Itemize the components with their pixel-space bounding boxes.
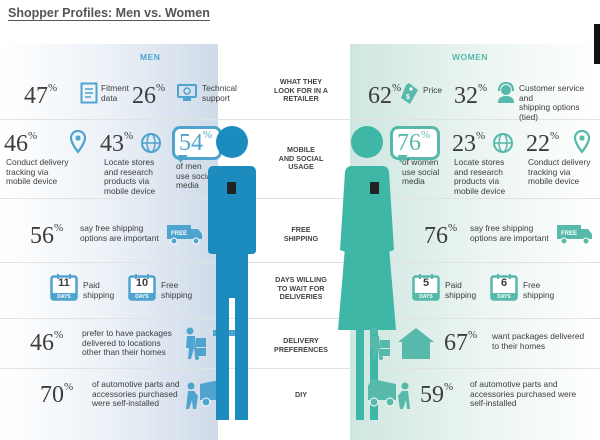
row-divider xyxy=(0,318,600,319)
computer-support-icon xyxy=(177,84,197,101)
male-figure-icon xyxy=(208,126,256,420)
men-locate-label: Locate stores and research products via … xyxy=(104,157,156,196)
men-fitment-label: Fitment data xyxy=(101,83,129,103)
men-days-free-label: Free shipping xyxy=(161,280,193,300)
men-tracking-label: Conduct delivery tracking via mobile dev… xyxy=(6,157,69,187)
row-divider xyxy=(0,368,600,369)
women-price-percent: 62% xyxy=(368,82,402,109)
men-panel-background xyxy=(0,44,218,440)
car-repair-icon xyxy=(368,379,410,409)
men-delivery-percent: 46% xyxy=(30,329,64,356)
women-social-percent: 76% xyxy=(397,129,431,156)
men-delivery-label: prefer to have packages delivered to loc… xyxy=(82,328,172,358)
calendar-days-text: DAYS xyxy=(57,294,71,300)
women-social-label: of women use social media xyxy=(402,157,440,187)
men-days-free-number: 10 xyxy=(135,277,149,289)
globe-icon xyxy=(493,133,513,153)
center-label-retailer: WHAT THEY LOOK FOR IN A RETAILER xyxy=(273,77,329,104)
center-label-delivery: DELIVERY PREFERENCES xyxy=(274,336,328,354)
calendar-icon xyxy=(490,274,518,301)
calendar-icon xyxy=(50,274,78,301)
location-pin-icon xyxy=(70,130,86,154)
women-days-free-number: 6 xyxy=(500,277,508,289)
document-icon xyxy=(80,82,98,104)
delivery-truck-icon: FREE xyxy=(557,225,592,245)
men-social-percent: 54% xyxy=(179,129,213,156)
truck-free-text: FREE xyxy=(171,231,187,237)
headset-agent-icon xyxy=(498,82,514,103)
person-with-handtruck-house-icon xyxy=(370,327,434,360)
women-tracking-percent: 22% xyxy=(526,130,560,157)
calendar-days-text: DAYS xyxy=(419,294,433,300)
women-diy-percent: 59% xyxy=(420,381,454,408)
men-social-label: of men use social media xyxy=(176,161,214,191)
women-shipping-percent: 76% xyxy=(424,222,458,249)
men-technical-label: Technical support xyxy=(202,83,237,103)
men-diy-label: of automotive parts and accessories purc… xyxy=(92,379,180,409)
center-label-diy: DIY xyxy=(295,390,307,399)
women-diy-label: of automotive parts and accessories purc… xyxy=(470,379,577,409)
men-days-paid-number: 11 xyxy=(58,277,70,289)
women-column-header: WOMEN xyxy=(452,52,489,62)
calendar-icon xyxy=(412,274,440,301)
calendar-icon xyxy=(128,274,156,301)
price-tag-icon: $ xyxy=(401,83,418,104)
center-label-mobile: MOBILE AND SOCIAL USAGE xyxy=(278,145,324,172)
men-diy-percent: 70% xyxy=(40,381,74,408)
location-pin-icon xyxy=(574,130,590,154)
delivery-truck-icon: FREE xyxy=(167,225,202,245)
globe-icon xyxy=(141,133,161,153)
men-shipping-label: say free shipping options are important xyxy=(80,223,159,243)
bubble-tail-icon xyxy=(398,155,408,163)
calendar-days-text: DAYS xyxy=(135,294,149,300)
women-service-label: Customer service and shipping options (t… xyxy=(519,83,585,122)
price-tag-symbol: $ xyxy=(406,94,410,101)
calendar-days-text: DAYS xyxy=(497,294,511,300)
page-title: Shopper Profiles: Men vs. Women xyxy=(8,6,210,20)
women-tracking-label: Conduct delivery tracking via mobile dev… xyxy=(528,157,591,187)
row-divider xyxy=(0,198,600,199)
bubble-tail-icon xyxy=(178,155,188,163)
truck-free-text: FREE xyxy=(561,231,577,237)
women-price-label: Price xyxy=(423,85,443,95)
female-figure-icon xyxy=(338,126,396,420)
women-days-free-label: Free shipping xyxy=(523,280,555,300)
women-social-bubble: 76% xyxy=(390,126,440,160)
row-divider xyxy=(0,262,600,263)
men-days-paid-label: Paid shipping xyxy=(83,280,115,300)
edge-bar xyxy=(594,24,600,64)
men-technical-percent: 26% xyxy=(132,82,166,109)
women-days-paid-label: Paid shipping xyxy=(445,280,477,300)
women-locate-label: Locate stores and research products via … xyxy=(454,157,506,196)
women-days-paid-number: 5 xyxy=(422,277,430,289)
center-label-shipping: FREE SHIPPING xyxy=(283,225,319,243)
women-service-percent: 32% xyxy=(454,82,488,109)
men-locate-percent: 43% xyxy=(100,130,134,157)
center-label-days: DAYS WILLING TO WAIT FOR DELIVERIES xyxy=(275,275,327,302)
men-fitment-percent: 47% xyxy=(24,82,58,109)
women-locate-percent: 23% xyxy=(452,130,486,157)
row-divider xyxy=(0,119,600,120)
men-column-header: MEN xyxy=(140,52,161,62)
women-delivery-percent: 67% xyxy=(444,329,478,356)
women-delivery-label: want packages delivered to their homes xyxy=(492,331,585,351)
men-shipping-percent: 56% xyxy=(30,222,64,249)
women-shipping-label: say free shipping options are important xyxy=(470,223,549,243)
men-tracking-percent: 46% xyxy=(4,130,38,157)
